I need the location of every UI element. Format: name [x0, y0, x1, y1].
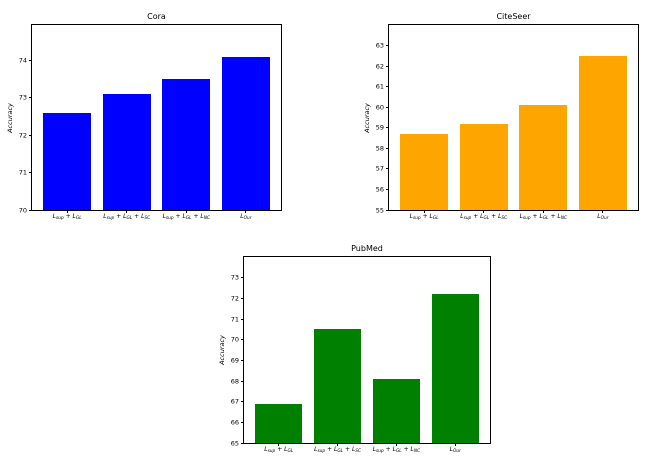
x-tick-mark — [337, 443, 339, 446]
y-tick-label: 70 — [18, 205, 27, 214]
y-tick-label: 73 — [18, 93, 27, 102]
y-tick-label: 61 — [375, 82, 384, 91]
x-tick-mark — [245, 210, 247, 213]
y-tick-mark — [241, 401, 244, 403]
y-tick-mark — [386, 106, 389, 108]
y-tick-mark — [241, 380, 244, 382]
bar — [459, 123, 508, 210]
x-tick-label: Lsup + LGL + LSC — [103, 213, 151, 222]
citeseer-y-axis-label: Accuracy — [362, 102, 371, 133]
pubmed-chart-plot-area: PubMed Accuracy 65 66 67 68 69 70 71 72 73 Lsup +… — [218, 245, 491, 454]
y-tick-label: 63 — [375, 41, 384, 50]
y-tick-label: 69 — [230, 356, 239, 365]
x-tick-mark — [602, 210, 604, 213]
y-tick-mark — [386, 147, 389, 149]
y-tick-label: 65 — [230, 438, 239, 447]
y-tick-mark — [386, 86, 389, 88]
pubmed-chart-title: PubMed — [351, 244, 383, 253]
bar — [431, 294, 479, 443]
x-tick-label: Lsup + LGL + LSC — [314, 446, 362, 455]
bar — [372, 378, 420, 443]
citeseer-chart-plot-area: CiteSeer Accuracy 55 56 57 58 59 60 61 62 63 Lsup… — [363, 13, 639, 221]
y-tick-label: 62 — [375, 61, 384, 70]
y-tick-mark — [29, 209, 32, 211]
y-tick-mark — [386, 188, 389, 190]
bar — [579, 55, 627, 210]
x-tick-label: LOur — [597, 213, 609, 222]
cora-chart-plot-area: Cora Accuracy 70 71 72 73 74 Lsup + LGL Lsup +… — [6, 13, 282, 221]
y-tick-label: 67 — [230, 397, 239, 406]
cora-y-axis-label: Accuracy — [5, 102, 14, 133]
y-tick-mark — [386, 45, 389, 47]
y-tick-mark — [386, 168, 389, 170]
y-tick-mark — [386, 127, 389, 129]
y-tick-label: 58 — [375, 144, 384, 153]
bar — [400, 133, 448, 210]
x-tick-mark — [278, 443, 280, 446]
x-tick-label: LOur — [240, 213, 252, 222]
x-tick-mark — [423, 210, 425, 213]
y-tick-mark — [241, 277, 244, 279]
bar — [102, 94, 151, 210]
x-tick-mark — [126, 210, 128, 213]
y-tick-label: 59 — [375, 123, 384, 132]
bar — [314, 329, 362, 443]
y-tick-mark — [241, 318, 244, 320]
y-tick-label: 60 — [375, 102, 384, 111]
x-tick-label: LOur — [449, 446, 461, 455]
bar — [162, 79, 211, 210]
x-tick-mark — [454, 443, 456, 446]
y-tick-label: 71 — [18, 168, 27, 177]
y-tick-mark — [386, 65, 389, 67]
x-tick-mark — [66, 210, 68, 213]
y-tick-label: 72 — [230, 294, 239, 303]
y-tick-mark — [241, 359, 244, 361]
pubmed-y-axis-label: Accuracy — [217, 335, 226, 365]
y-tick-label: 74 — [18, 56, 27, 65]
citeseer-chart-title: CiteSeer — [496, 12, 531, 21]
x-tick-mark — [395, 443, 397, 446]
y-tick-mark — [241, 339, 244, 341]
y-tick-label: 71 — [230, 314, 239, 323]
y-tick-mark — [386, 209, 389, 211]
x-tick-label: Lsup + LGL + LNC — [372, 446, 421, 455]
x-tick-mark — [542, 210, 544, 213]
y-tick-mark — [29, 97, 32, 99]
y-tick-label: 72 — [18, 131, 27, 140]
bar — [43, 112, 91, 210]
y-tick-label: 55 — [375, 205, 384, 214]
x-tick-mark — [185, 210, 187, 213]
y-tick-mark — [29, 134, 32, 136]
y-tick-label: 73 — [230, 273, 239, 282]
y-tick-label: 68 — [230, 376, 239, 385]
y-tick-label: 56 — [375, 185, 384, 194]
y-tick-label: 70 — [230, 335, 239, 344]
x-tick-label: Lsup + LGL + LNC — [162, 213, 210, 222]
y-tick-label: 66 — [230, 418, 239, 427]
cora-chart-title: Cora — [147, 12, 166, 21]
x-tick-label: Lsup + LGL + LNC — [519, 213, 567, 222]
bar — [519, 105, 568, 210]
x-tick-label: Lsup + LGL + LSC — [460, 213, 508, 222]
y-tick-mark — [29, 172, 32, 174]
x-tick-label: Lsup + LGL — [52, 213, 82, 222]
y-tick-mark — [241, 442, 244, 444]
x-tick-label: Lsup + LGL — [264, 446, 294, 455]
x-tick-mark — [483, 210, 485, 213]
bar — [222, 56, 270, 210]
y-tick-mark — [29, 60, 32, 62]
y-tick-label: 57 — [375, 164, 384, 173]
y-tick-mark — [241, 421, 244, 423]
bar — [255, 403, 303, 443]
y-tick-mark — [241, 297, 244, 299]
x-tick-label: Lsup + LGL — [409, 213, 439, 222]
